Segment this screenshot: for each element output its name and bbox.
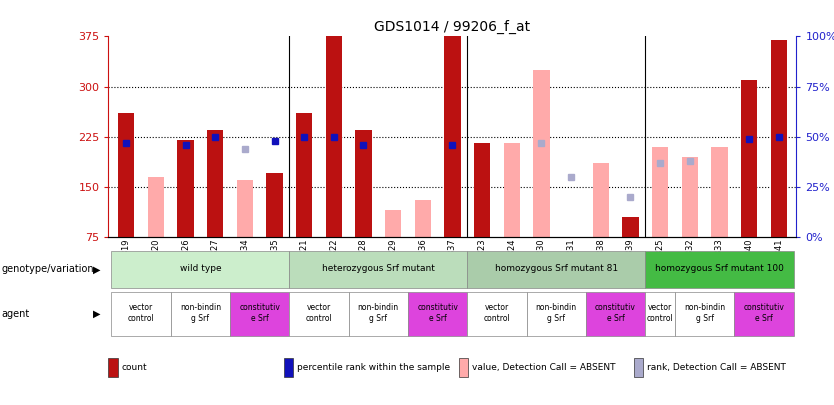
Bar [178, 140, 193, 237]
Bar [385, 210, 401, 237]
Bar [112, 251, 289, 288]
Bar [467, 251, 646, 288]
Text: rank, Detection Call = ABSENT: rank, Detection Call = ABSENT [647, 363, 786, 372]
Bar [474, 143, 490, 237]
Bar [355, 130, 372, 237]
Bar [296, 113, 312, 237]
Bar [652, 147, 668, 237]
Bar [445, 36, 460, 237]
Bar [622, 217, 639, 237]
Bar [681, 157, 698, 237]
Bar [112, 292, 171, 336]
Title: GDS1014 / 99206_f_at: GDS1014 / 99206_f_at [374, 20, 530, 34]
Bar [118, 113, 134, 237]
Bar [593, 164, 609, 237]
Bar [207, 130, 224, 237]
Bar [586, 292, 646, 336]
Bar [408, 292, 467, 336]
Text: homozygous Srf mutant 81: homozygous Srf mutant 81 [495, 264, 618, 273]
Bar [734, 292, 793, 336]
Text: vector
control: vector control [646, 303, 673, 323]
Bar [171, 292, 230, 336]
Bar [504, 143, 520, 237]
Text: heterozygous Srf mutant: heterozygous Srf mutant [322, 264, 435, 273]
Bar [237, 180, 253, 237]
Bar [646, 251, 793, 288]
Text: constitutiv
e Srf: constitutiv e Srf [595, 303, 636, 323]
Bar [533, 70, 550, 237]
Bar [148, 177, 164, 237]
Text: vector
control: vector control [305, 303, 333, 323]
Bar [289, 292, 349, 336]
Bar [414, 200, 431, 237]
Text: non-bindin
g Srf: non-bindin g Srf [180, 303, 221, 323]
Text: agent: agent [2, 309, 30, 319]
Text: homozygous Srf mutant 100: homozygous Srf mutant 100 [655, 264, 784, 273]
Text: non-bindin
g Srf: non-bindin g Srf [358, 303, 399, 323]
Text: wild type: wild type [179, 264, 221, 273]
Bar [289, 251, 467, 288]
Text: non-bindin
g Srf: non-bindin g Srf [684, 303, 725, 323]
Text: ▶: ▶ [93, 309, 100, 319]
Text: percentile rank within the sample: percentile rank within the sample [297, 363, 450, 372]
Bar [646, 292, 675, 336]
Text: genotype/variation: genotype/variation [2, 264, 94, 274]
Bar [266, 173, 283, 237]
Bar [675, 292, 734, 336]
Bar [349, 292, 408, 336]
Text: constitutiv
e Srf: constitutiv e Srf [239, 303, 280, 323]
Bar [711, 147, 727, 237]
Bar [325, 36, 342, 237]
Bar [771, 40, 786, 237]
Text: value, Detection Call = ABSENT: value, Detection Call = ABSENT [472, 363, 615, 372]
Bar [526, 292, 586, 336]
Bar [741, 80, 757, 237]
Text: ▶: ▶ [93, 264, 100, 274]
Text: constitutiv
e Srf: constitutiv e Srf [417, 303, 458, 323]
Bar [230, 292, 289, 336]
Text: constitutiv
e Srf: constitutiv e Srf [743, 303, 784, 323]
Text: vector
control: vector control [128, 303, 154, 323]
Bar [467, 292, 526, 336]
Text: vector
control: vector control [484, 303, 510, 323]
Text: count: count [122, 363, 148, 372]
Text: non-bindin
g Srf: non-bindin g Srf [535, 303, 577, 323]
